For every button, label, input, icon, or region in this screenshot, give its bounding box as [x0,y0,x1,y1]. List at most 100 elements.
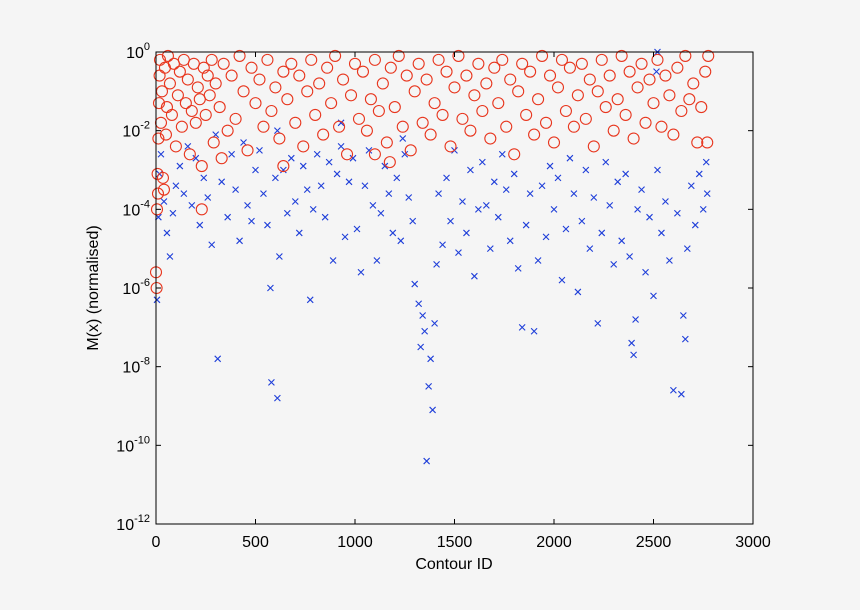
data-point-circle [456,112,469,125]
data-point-circle [221,124,234,137]
data-point-circle [480,77,493,90]
data-point-circle [185,104,198,118]
data-point-circle [699,65,712,78]
data-point-circle [551,81,565,94]
data-point-circle [615,49,628,62]
data-point-circle [500,120,513,133]
data-point-circle [504,73,517,86]
data-point-x [439,241,446,249]
data-point-x [196,221,204,229]
data-point-circle [241,144,254,157]
data-point-x [699,205,707,213]
data-point-x [399,135,407,142]
data-point-circle [468,89,481,102]
data-point-x [626,253,634,260]
data-point-x [478,158,486,166]
data-point-circle [203,89,216,102]
data-point-x [570,190,578,197]
data-point-x [677,390,685,398]
data-point-x [260,190,267,197]
data-point-circle [607,124,620,137]
x-tick-label: 3000 [735,534,771,551]
data-point-x [200,174,208,182]
data-point-circle [436,108,449,121]
data-point-x [427,355,435,363]
data-point-circle [623,65,636,78]
data-point-x [272,174,279,182]
data-point-circle [237,85,250,98]
data-point-x [598,229,606,237]
data-point-x [482,202,490,209]
data-point-circle [156,171,170,184]
data-point-circle [384,61,397,74]
data-point-x [662,198,669,205]
data-point-x [279,166,287,174]
data-point-x [333,170,341,178]
data-point-x [349,154,357,162]
data-point-circle [571,89,584,102]
x-tick-label: 1000 [337,534,373,551]
data-point-circle [179,97,192,110]
data-point-circle [151,187,165,200]
data-point-x [653,68,660,76]
data-point-x [341,233,349,241]
data-point-circle [281,93,294,106]
data-point-circle [520,108,533,121]
data-point-x [502,186,510,194]
data-point-circle [432,53,445,66]
data-point-circle [516,57,529,70]
data-point-circle [460,69,473,82]
data-point-x [610,261,618,268]
data-point-x [401,150,409,158]
data-point-x [467,166,474,174]
data-point-circle [249,97,262,110]
data-point-x [337,143,345,150]
data-point-circle [195,160,208,173]
data-point-x [673,209,681,217]
data-point-circle [647,97,660,110]
data-point-x [369,202,377,209]
data-point-circle [416,116,429,129]
data-point-circle [536,49,549,62]
data-point-circle [412,57,425,70]
data-point-circle [285,57,298,70]
data-point-x [224,213,232,221]
y-tick-label: 10-4 [122,198,150,219]
data-point-x [204,194,212,201]
data-point-circle [383,156,396,169]
data-point-x [419,312,427,319]
data-point-x [157,150,165,158]
data-point-circle [305,53,318,66]
data-point-x [256,146,263,154]
data-point-x [546,162,554,170]
data-point-x [291,198,299,205]
data-point-circle [277,160,290,173]
data-point-circle [579,112,592,125]
data-point-circle [257,120,270,133]
data-point-x [550,205,558,213]
data-point-circle [631,81,644,94]
data-point-x [180,190,188,197]
data-point-x [268,379,275,386]
data-point-circle [313,77,326,90]
data-point-circle [261,53,274,66]
data-point-x [638,186,645,194]
data-point-circle [191,81,204,94]
data-point-circle [671,61,684,74]
data-point-circle [400,69,413,82]
data-point-x [153,296,161,304]
data-point-circle [150,281,163,295]
x-tick-label: 1500 [437,534,473,551]
data-point-x [658,229,665,237]
data-point-x [514,264,522,272]
data-point-x [425,382,433,390]
data-point-x [618,237,626,245]
y-axis-label: M(x) (normalised) [85,225,102,350]
data-point-circle [484,132,497,145]
data-point-x [594,320,602,327]
data-point-x [411,280,419,288]
data-point-x [365,146,373,154]
data-point-circle [207,136,220,149]
data-point-x [421,327,429,335]
y-tick-label: 10-10 [116,434,150,455]
